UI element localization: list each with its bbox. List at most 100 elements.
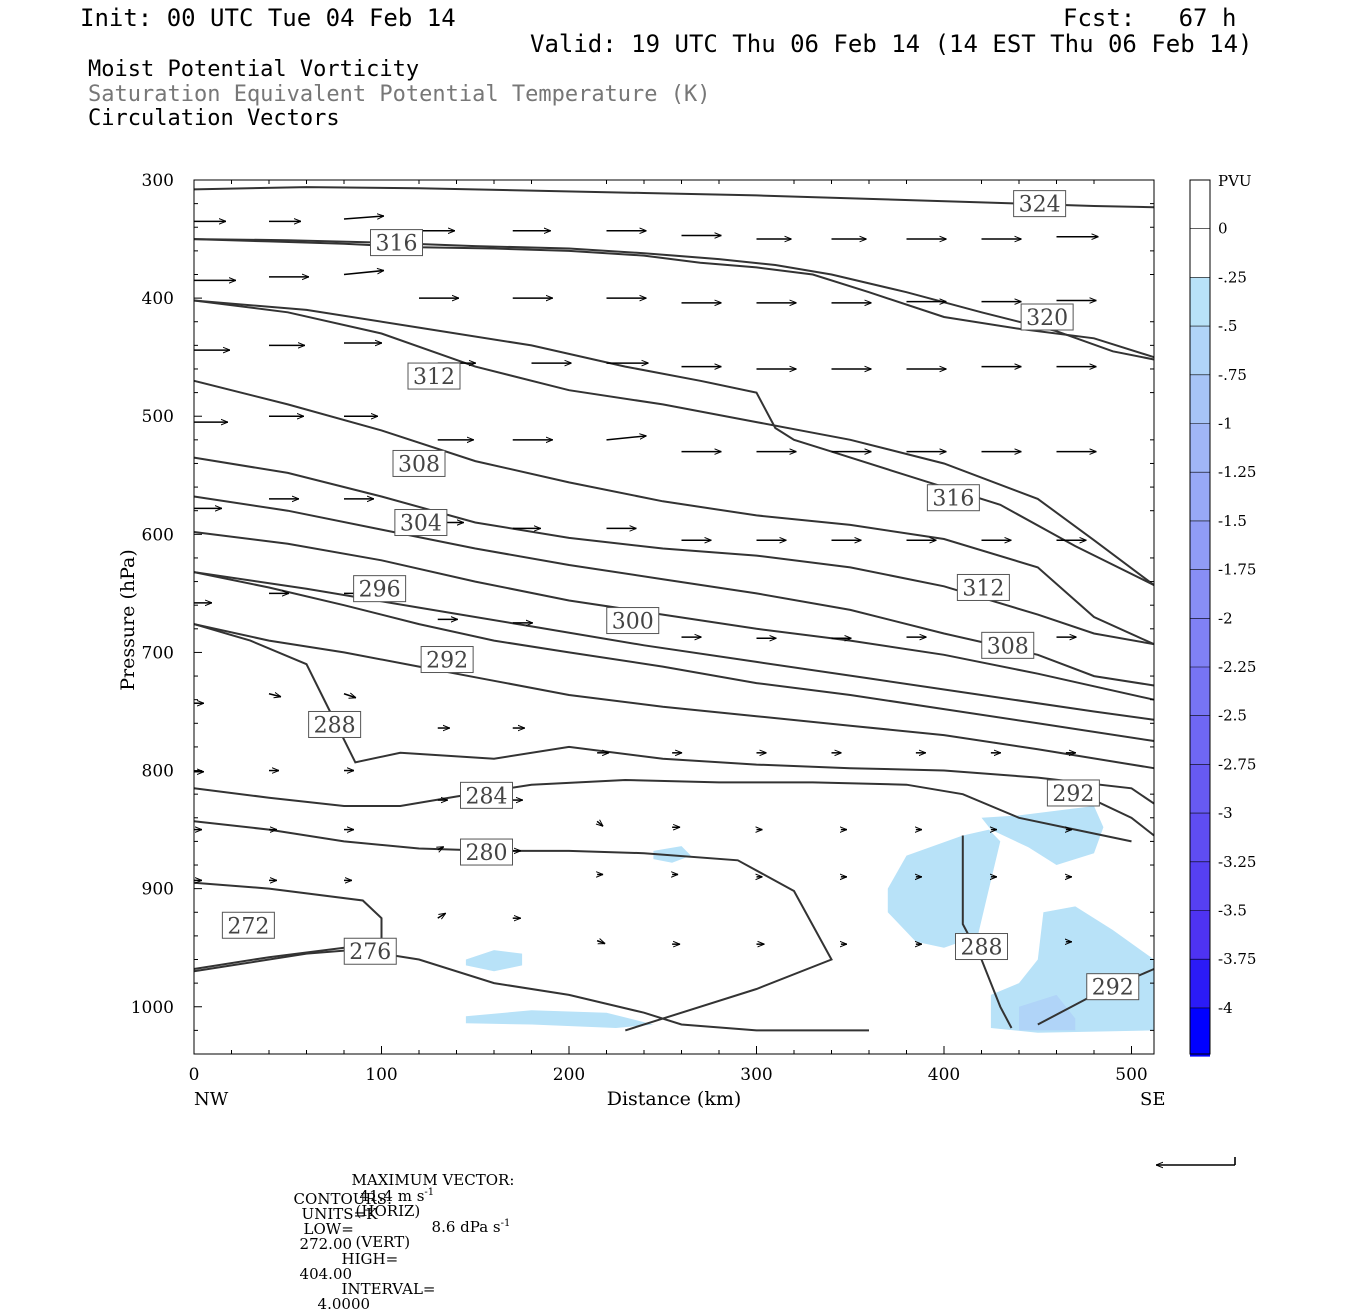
colorbar-swatch (1190, 1007, 1210, 1057)
colorbar-label: -.5 (1218, 317, 1237, 335)
theta-es-contour (193, 456, 1155, 646)
contour-label-box (221, 911, 275, 939)
circulation-vector (343, 694, 356, 698)
colorbar-swatch (1190, 715, 1210, 765)
contour-label: 312 (962, 576, 1004, 601)
colorbar-swatch (1190, 520, 1210, 570)
theta-es-contour (193, 623, 1155, 770)
contour-label-box (420, 646, 474, 674)
y-tick-label: 900 (142, 880, 174, 900)
colorbar-label: -2.5 (1218, 707, 1247, 725)
theta-es-contour (193, 495, 1155, 687)
pv-shaded-region (465, 950, 523, 972)
contour-label: 288 (314, 713, 356, 738)
contour-label: 300 (612, 610, 654, 635)
colorbar-swatch (1190, 667, 1210, 716)
contour-label-box (370, 229, 423, 257)
colorbar-label: -3 (1218, 804, 1233, 822)
theta-es-contour (193, 881, 383, 973)
x-tick-label: 400 (928, 1065, 960, 1085)
y-tick-label: 700 (142, 643, 174, 663)
reference-vector (1156, 1157, 1236, 1165)
horiz-exp: -1 (424, 1187, 435, 1198)
contour-label: 296 (359, 578, 401, 603)
x-tick-label: 200 (553, 1065, 585, 1085)
circulation-vector (268, 694, 281, 697)
init-time: Init: 00 UTC Tue 04 Feb 14 (80, 4, 456, 32)
theta-es-contour (193, 238, 1155, 361)
contour-label-box (392, 449, 446, 477)
contour-label: 288 (961, 936, 1003, 961)
contour-label-box (981, 631, 1035, 659)
colorbar-label: -1.75 (1218, 561, 1256, 579)
circulation-vector (438, 846, 444, 850)
x-tick-label: 300 (740, 1065, 772, 1085)
theta-es-contour (193, 379, 1155, 646)
max-vector-label: MAXIMUM VECTOR: (351, 1171, 515, 1189)
contour-label: 308 (987, 634, 1029, 659)
pv-shaded-region (981, 806, 1104, 865)
contour-label: 272 (227, 914, 269, 939)
pv-shaded-region (465, 1010, 654, 1028)
x-axis-title: Distance (km) (607, 1088, 742, 1110)
colorbar-swatch (1190, 861, 1210, 911)
colorbar-swatch (1190, 618, 1210, 667)
theta-es-contour (193, 946, 869, 1032)
contour-label-box (407, 362, 461, 390)
contour-label: 292 (1052, 782, 1094, 807)
contour-label-box (926, 484, 980, 512)
pv-shaded-region (887, 829, 1001, 948)
colorbar-label: -3.5 (1218, 902, 1247, 920)
y-tick-label: 300 (142, 171, 174, 191)
pv-shaded-region (990, 906, 1154, 1033)
colorbar-swatch (1190, 326, 1210, 375)
colorbar-swatch (1190, 180, 1210, 229)
y-tick-label: 1000 (131, 998, 174, 1018)
theta-es-contour (193, 571, 1155, 742)
circulation-vector (597, 821, 603, 826)
colorbar-frame (1189, 179, 1211, 1055)
theta-es-contour (193, 299, 1155, 586)
contour-label: 324 (1019, 193, 1061, 218)
colorbar-label: -2 (1218, 609, 1233, 627)
contour-label: 316 (376, 232, 418, 257)
contour-label-box (343, 937, 397, 965)
colorbar-label: -3.25 (1218, 853, 1256, 871)
colorbar-swatch (1190, 959, 1210, 1008)
contour-label-box (1086, 973, 1140, 1001)
contour-label-box (308, 710, 362, 738)
x-tick-label: 100 (365, 1065, 397, 1085)
circulation-vector (606, 436, 647, 441)
y-tick-label: 500 (142, 407, 174, 427)
contour-label-box (353, 575, 407, 603)
nw-label: NW (194, 1089, 229, 1110)
y-axis-title: Pressure (hPa) (117, 549, 139, 691)
circulation-vector (437, 913, 446, 918)
colorbar-swatch (1190, 910, 1210, 960)
theta-es-contour (193, 299, 1155, 586)
contour-label: 320 (1026, 306, 1068, 331)
contour-label: 284 (466, 784, 508, 809)
contour-label-box (460, 838, 513, 866)
title-circulation: Circulation Vectors (88, 106, 340, 131)
colorbar-label: -2.75 (1218, 755, 1256, 773)
theta-es-contour (193, 623, 1155, 805)
colorbar-label: -.25 (1218, 268, 1247, 286)
colorbar-title: PVU (1218, 172, 1252, 190)
colorbar-label: -3.75 (1218, 950, 1256, 968)
contour-label-box (460, 781, 513, 809)
contour-label-box (956, 573, 1010, 601)
colorbar-label: 0 (1218, 220, 1228, 238)
vert-exp: -1 (500, 1218, 511, 1229)
circulation-vector (343, 270, 384, 276)
y-tick-label: 800 (142, 762, 174, 782)
contour-label-box (1020, 303, 1074, 331)
colorbar-swatch (1190, 423, 1210, 473)
y-tick-label: 600 (142, 525, 174, 545)
contour-label-box (1013, 190, 1067, 218)
plot-frame (193, 179, 1155, 1055)
title-theta-es: Saturation Equivalent Potential Temperat… (88, 82, 711, 107)
contour-label: 316 (932, 487, 974, 512)
theta-es-contour (193, 820, 833, 1032)
theta-es-contour (193, 186, 1155, 209)
